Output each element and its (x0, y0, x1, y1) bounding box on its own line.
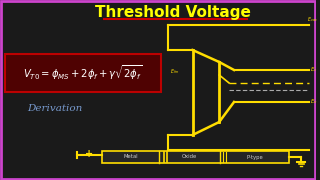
Text: $E_{fm}$: $E_{fm}$ (170, 68, 179, 76)
Text: Threshold Voltage: Threshold Voltage (95, 4, 251, 19)
Text: $E_c$: $E_c$ (310, 66, 318, 75)
Text: P-type: P-type (246, 154, 263, 159)
Text: $V_{T0} = \phi_{MS} + 2\phi_f + \gamma\sqrt{2\phi_f}$: $V_{T0} = \phi_{MS} + 2\phi_f + \gamma\s… (23, 64, 142, 82)
Text: $E_v$: $E_v$ (310, 98, 318, 106)
Text: Metal: Metal (123, 154, 138, 159)
Text: $E_{vac}$: $E_{vac}$ (307, 15, 318, 24)
Text: Oxide: Oxide (182, 154, 197, 159)
Text: Derivation: Derivation (27, 103, 82, 112)
Text: +: + (85, 149, 93, 159)
Bar (102, 151, 289, 163)
Bar (5, 54, 161, 92)
